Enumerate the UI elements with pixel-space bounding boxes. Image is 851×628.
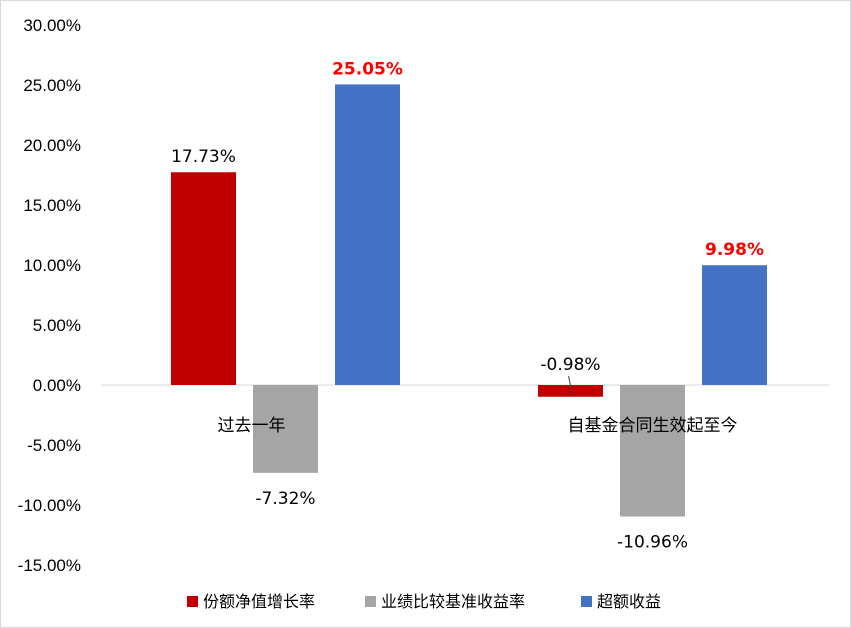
data-label-leader	[568, 375, 573, 395]
y-tick-label: 10.00%	[23, 256, 81, 275]
y-tick-label: -15.00%	[18, 556, 81, 575]
y-tick-label: -10.00%	[18, 496, 81, 515]
legend-label: 超额收益	[597, 592, 661, 611]
y-tick-label: 0.00%	[33, 376, 81, 395]
bar-series-1-cat-0	[253, 385, 318, 473]
bar-series-1-cat-1	[620, 385, 685, 517]
data-label-series-1-cat-0: -7.32%	[255, 489, 315, 509]
legend-swatch	[187, 596, 198, 607]
x-category-label: 自基金合同生效起至今	[568, 416, 738, 436]
y-tick-label: 5.00%	[33, 316, 81, 335]
legend-label: 业绩比较基准收益率	[381, 592, 525, 611]
bar-series-2-cat-0	[335, 84, 400, 386]
y-tick-label: 30.00%	[23, 16, 81, 35]
y-tick-label: 25.00%	[23, 76, 81, 95]
bar-series-2-cat-1	[702, 265, 767, 385]
x-category-label: 过去一年	[218, 416, 286, 436]
y-tick-label: -5.00%	[27, 436, 81, 455]
data-label-series-2-cat-0: 25.05%	[332, 59, 403, 79]
legend-swatch	[581, 596, 592, 607]
y-tick-label: 15.00%	[23, 196, 81, 215]
y-tick-label: 20.00%	[23, 136, 81, 155]
data-label-series-0-cat-0: 17.73%	[171, 147, 236, 167]
legend-label: 份额净值增长率	[203, 592, 315, 611]
data-label-series-1-cat-1: -10.96%	[617, 533, 688, 553]
data-label-series-2-cat-1: 9.98%	[705, 240, 764, 260]
bar-series-0-cat-0	[171, 172, 236, 385]
data-label-series-0-cat-1: -0.98%	[540, 355, 600, 375]
legend-swatch	[365, 596, 376, 607]
bar-series-0-cat-1	[538, 385, 603, 397]
